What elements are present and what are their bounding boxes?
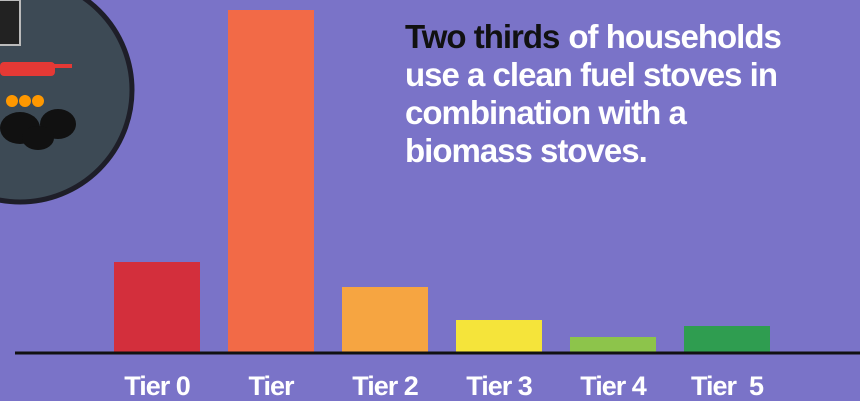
x-tick-label: Tier 2 (352, 371, 418, 401)
annotation-line: of households (568, 18, 781, 55)
x-tick-label: Tier 3 (466, 371, 533, 401)
annotation-line: biomass stoves. (405, 132, 647, 169)
bar (570, 337, 656, 352)
x-tick-label: Tier (248, 371, 295, 401)
x-tick-label: Tier 4 (580, 371, 647, 401)
x-tick-label: Tier 0 (124, 371, 190, 401)
chart: Two thirdsof households use a clean fuel… (0, 0, 860, 401)
annotation-highlight: Two thirds (405, 18, 559, 55)
annotation-line: use a clean fuel stoves in (405, 56, 777, 93)
x-tick-label: Tier 5 (691, 371, 764, 401)
bar (684, 326, 770, 352)
bar (456, 320, 542, 352)
bar (342, 287, 428, 352)
page: Two thirdsof households use a clean fuel… (0, 0, 860, 401)
annotation-line: combination with a (405, 94, 687, 131)
bar (228, 10, 314, 352)
bar (114, 262, 200, 352)
